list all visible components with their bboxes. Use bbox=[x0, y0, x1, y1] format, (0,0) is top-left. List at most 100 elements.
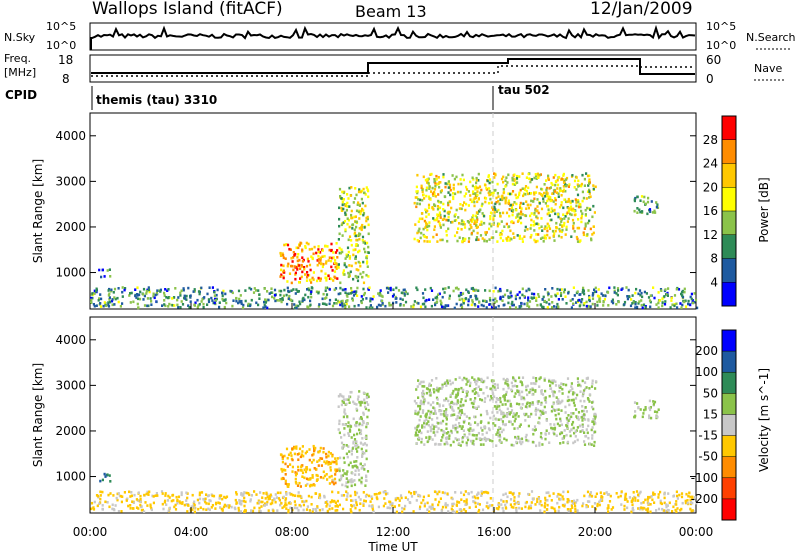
scatter-cell bbox=[569, 201, 572, 205]
scatter-cell bbox=[505, 507, 508, 510]
scatter-cell bbox=[506, 383, 509, 386]
scatter-cell bbox=[585, 300, 588, 304]
scatter-cell bbox=[135, 506, 139, 509]
scatter-cell bbox=[333, 275, 336, 279]
scatter-cell bbox=[545, 429, 548, 432]
scatter-cell bbox=[545, 190, 548, 194]
scatter-cell bbox=[445, 230, 448, 233]
scatter-cell bbox=[502, 175, 505, 179]
scatter-cell bbox=[503, 293, 507, 297]
scatter-cell bbox=[300, 453, 304, 456]
scatter-cell bbox=[439, 497, 442, 500]
scatter-cell bbox=[599, 491, 602, 494]
scatter-cell bbox=[456, 399, 459, 402]
scatter-cell bbox=[601, 294, 604, 297]
scatter-cell bbox=[566, 211, 569, 214]
scatter-cell bbox=[566, 377, 570, 380]
scatter-cell bbox=[539, 413, 542, 417]
scatter-cell bbox=[657, 496, 660, 499]
scatter-cell bbox=[624, 492, 627, 496]
scatter-cell bbox=[585, 304, 588, 308]
scatter-cell bbox=[297, 253, 300, 256]
scatter-cell bbox=[388, 287, 391, 290]
scatter-cell bbox=[143, 294, 146, 298]
scatter-cell bbox=[346, 201, 349, 205]
scatter-cell bbox=[107, 294, 110, 297]
scatter-cell bbox=[267, 509, 270, 512]
scatter-cell bbox=[117, 287, 120, 290]
scatter-cell bbox=[544, 398, 547, 402]
scatter-cell bbox=[570, 382, 573, 385]
scatter-cell bbox=[337, 405, 340, 408]
scatter-cell bbox=[429, 411, 432, 414]
scatter-cell bbox=[269, 493, 272, 497]
scatter-cell bbox=[186, 492, 189, 495]
scatter-cell bbox=[364, 499, 367, 503]
scatter-cell bbox=[683, 290, 686, 294]
scatter-cell bbox=[93, 500, 96, 504]
scatter-cell bbox=[512, 506, 515, 509]
scatter-cell bbox=[447, 399, 450, 403]
scatter-cell bbox=[511, 203, 515, 207]
scatter-cell bbox=[637, 406, 640, 409]
scatter-cell bbox=[657, 306, 660, 309]
scatter-cell bbox=[443, 214, 446, 218]
scatter-cell bbox=[341, 299, 344, 303]
scatter-cell bbox=[299, 241, 302, 245]
scatter-cell bbox=[244, 299, 247, 303]
scatter-cell bbox=[362, 187, 365, 191]
scatter-cell bbox=[588, 196, 591, 199]
scatter-cell bbox=[490, 212, 493, 215]
scatter-cell bbox=[536, 205, 539, 208]
scatter-cell bbox=[445, 432, 448, 435]
scatter-cell bbox=[469, 194, 472, 197]
scatter-cell bbox=[481, 433, 484, 436]
scatter-cell bbox=[440, 387, 443, 390]
scatter-cell bbox=[587, 398, 590, 401]
scatter-cell bbox=[186, 496, 189, 500]
scatter-cell bbox=[459, 190, 462, 194]
scatter-cell bbox=[366, 415, 369, 419]
scatter-cell bbox=[502, 509, 505, 513]
scatter-cell bbox=[418, 436, 421, 440]
scatter-cell bbox=[518, 191, 521, 195]
scatter-cell bbox=[362, 213, 365, 217]
scatter-cell bbox=[561, 495, 564, 498]
scatter-cell bbox=[337, 299, 340, 303]
scatter-cell bbox=[584, 418, 587, 421]
scatter-cell bbox=[537, 223, 540, 226]
scatter-cell bbox=[438, 409, 441, 413]
scatter-cell bbox=[288, 491, 291, 495]
scatter-cell bbox=[661, 297, 664, 300]
scatter-cell bbox=[449, 188, 452, 192]
scatter-cell bbox=[474, 397, 477, 400]
scatter-cell bbox=[547, 195, 550, 198]
xtick-label: 12:00 bbox=[376, 525, 411, 539]
colorbar-tick-label: 28 bbox=[703, 133, 718, 147]
scatter-cell bbox=[565, 176, 569, 180]
scatter-cell bbox=[488, 181, 491, 185]
scatter-cell bbox=[90, 298, 93, 302]
scatter-cell bbox=[426, 440, 429, 444]
scatter-cell bbox=[349, 461, 352, 465]
scatter-cell bbox=[299, 302, 302, 306]
scatter-cell bbox=[629, 304, 633, 308]
scatter-cell bbox=[514, 392, 517, 395]
scatter-cell bbox=[367, 232, 370, 236]
scatter-cell bbox=[550, 499, 553, 502]
scatter-cell bbox=[550, 380, 553, 384]
scatter-cell bbox=[493, 176, 496, 179]
scatter-cell bbox=[362, 504, 365, 507]
scatter-cell bbox=[571, 420, 575, 424]
scatter-cell bbox=[104, 500, 107, 504]
scatter-cell bbox=[588, 296, 591, 299]
scatter-cell bbox=[532, 382, 535, 385]
scatter-cell bbox=[685, 492, 688, 496]
scatter-cell bbox=[339, 286, 342, 290]
scatter-cell bbox=[340, 475, 343, 479]
scatter-cell bbox=[480, 377, 483, 381]
scatter-cell bbox=[496, 240, 499, 243]
scatter-cell bbox=[346, 205, 349, 208]
scatter-cell bbox=[428, 388, 431, 392]
scatter-cell bbox=[365, 186, 368, 189]
